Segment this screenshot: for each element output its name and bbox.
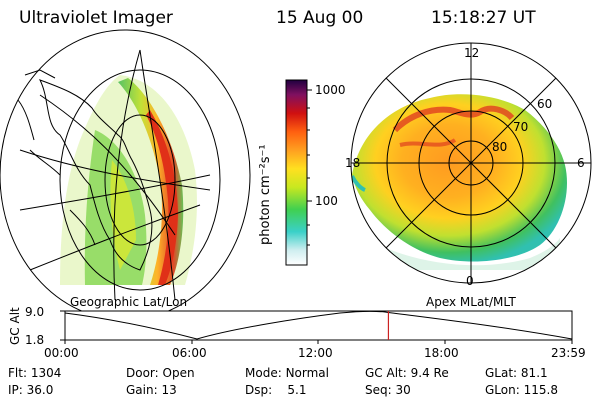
- status-glat: GLat: 81.1: [485, 366, 548, 380]
- altitude-ytick-9: 9.0: [25, 305, 45, 319]
- status-gc-alt: GC Alt: 9.4 Re: [365, 366, 449, 380]
- time-tick-2359: 23:59: [551, 346, 586, 360]
- status-glon: GLon: 115.8: [485, 383, 558, 397]
- geographic-caption: Geographic Lat/Lon: [70, 295, 188, 309]
- status-seq: Seq: 30: [365, 383, 411, 397]
- polar-aurora-image: [351, 94, 568, 270]
- status-door: Door: Open: [126, 366, 195, 380]
- time-label: 15:18:27 UT: [431, 8, 536, 28]
- mlt-label-12: 12: [464, 46, 480, 60]
- colorbar-tick-100: 100: [315, 194, 338, 208]
- colorbar-unit-label: photon cm⁻²s⁻¹: [258, 144, 273, 245]
- time-tick-0000: 00:00: [44, 346, 79, 360]
- apex-caption: Apex MLat/MLT: [426, 295, 516, 309]
- status-gain: Gain: 13: [126, 383, 177, 397]
- status-flt: Flt: 1304: [8, 366, 62, 380]
- time-tick-1800: 18:00: [424, 346, 459, 360]
- altitude-ytick-1-8: 1.8: [25, 333, 45, 347]
- altitude-plot: [60, 310, 573, 344]
- colorbar-tick-1000: 1000: [315, 83, 346, 97]
- status-dsp: Dsp: 5.1: [245, 383, 307, 397]
- altitude-ylabel: GC Alt: [8, 307, 22, 345]
- mlat-label-70: 70: [513, 120, 529, 134]
- instrument-title: Ultraviolet Imager: [19, 8, 173, 28]
- mlt-label-18: 18: [345, 156, 361, 170]
- mlt-label-6: 6: [577, 156, 585, 170]
- geographic-grid: [0, 29, 251, 321]
- time-tick-0600: 06:00: [172, 346, 207, 360]
- polar-grid: [350, 42, 592, 284]
- time-tick-1200: 12:00: [298, 346, 333, 360]
- status-mode: Mode: Normal: [245, 366, 329, 380]
- date-label: 15 Aug 00: [276, 8, 364, 28]
- mlat-label-60: 60: [537, 97, 553, 111]
- status-ip: IP: 36.0: [8, 383, 54, 397]
- colorbar: [285, 79, 312, 266]
- mlat-label-80: 80: [492, 140, 508, 154]
- mlt-label-0: 0: [466, 274, 474, 288]
